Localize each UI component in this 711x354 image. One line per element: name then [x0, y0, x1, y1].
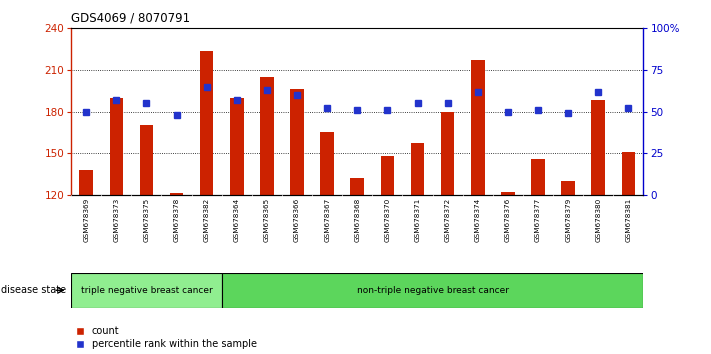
Text: GSM678381: GSM678381: [626, 198, 631, 242]
Bar: [621, 152, 635, 195]
Bar: [562, 181, 575, 195]
Text: GSM678376: GSM678376: [505, 198, 511, 242]
Text: GSM678382: GSM678382: [203, 198, 210, 242]
Text: GSM678367: GSM678367: [324, 198, 330, 242]
Text: GSM678373: GSM678373: [113, 198, 119, 242]
Bar: [260, 77, 274, 195]
Bar: [80, 170, 93, 195]
Text: GSM678364: GSM678364: [234, 198, 240, 242]
Bar: [139, 125, 153, 195]
Bar: [411, 143, 424, 195]
Bar: [351, 178, 364, 195]
Bar: [230, 98, 244, 195]
Bar: [321, 132, 334, 195]
Bar: [170, 193, 183, 195]
Bar: [290, 89, 304, 195]
Bar: [471, 60, 485, 195]
Text: triple negative breast cancer: triple negative breast cancer: [80, 286, 213, 295]
Text: GSM678370: GSM678370: [385, 198, 390, 242]
Bar: [200, 51, 213, 195]
Text: GSM678368: GSM678368: [354, 198, 360, 242]
Text: GSM678369: GSM678369: [83, 198, 89, 242]
Bar: [501, 192, 515, 195]
Text: GSM678371: GSM678371: [415, 198, 420, 242]
Text: GSM678374: GSM678374: [475, 198, 481, 242]
Text: GSM678380: GSM678380: [595, 198, 602, 242]
Text: non-triple negative breast cancer: non-triple negative breast cancer: [357, 286, 508, 295]
Bar: [109, 98, 123, 195]
Text: GSM678365: GSM678365: [264, 198, 270, 242]
Bar: [71, 273, 222, 308]
Text: GDS4069 / 8070791: GDS4069 / 8070791: [71, 12, 191, 25]
Bar: [380, 156, 394, 195]
Text: disease state: disease state: [1, 285, 66, 295]
Bar: [592, 101, 605, 195]
Bar: [441, 112, 454, 195]
Text: GSM678372: GSM678372: [444, 198, 451, 242]
Text: GSM678366: GSM678366: [294, 198, 300, 242]
Legend: count, percentile rank within the sample: count, percentile rank within the sample: [76, 326, 257, 349]
Bar: [531, 159, 545, 195]
Text: GSM678375: GSM678375: [144, 198, 149, 242]
Bar: [222, 273, 643, 308]
Text: GSM678379: GSM678379: [565, 198, 571, 242]
Text: GSM678378: GSM678378: [173, 198, 180, 242]
Text: GSM678377: GSM678377: [535, 198, 541, 242]
